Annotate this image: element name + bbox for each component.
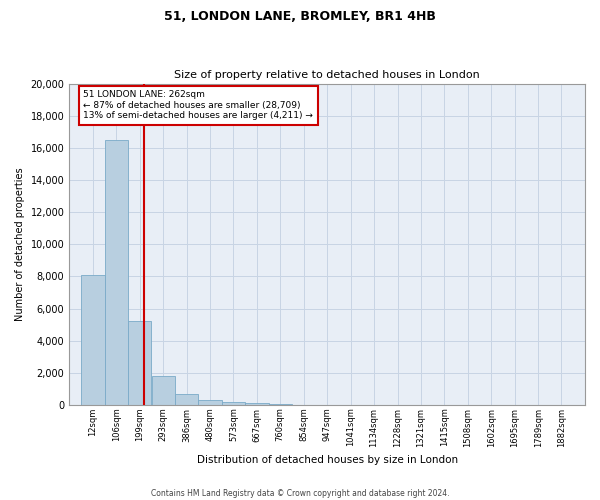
Bar — [245, 403, 269, 405]
Bar — [222, 402, 245, 405]
Text: 51 LONDON LANE: 262sqm
← 87% of detached houses are smaller (28,709)
13% of semi: 51 LONDON LANE: 262sqm ← 87% of detached… — [83, 90, 313, 120]
Bar — [105, 140, 128, 405]
Bar — [128, 320, 151, 405]
Bar — [81, 275, 104, 405]
Title: Size of property relative to detached houses in London: Size of property relative to detached ho… — [174, 70, 480, 81]
Bar — [199, 400, 222, 405]
Text: 51, LONDON LANE, BROMLEY, BR1 4HB: 51, LONDON LANE, BROMLEY, BR1 4HB — [164, 10, 436, 23]
X-axis label: Distribution of detached houses by size in London: Distribution of detached houses by size … — [197, 455, 458, 465]
Text: Contains HM Land Registry data © Crown copyright and database right 2024.: Contains HM Land Registry data © Crown c… — [151, 488, 449, 498]
Bar — [152, 376, 175, 405]
Bar — [269, 404, 292, 405]
Bar — [175, 394, 198, 405]
Y-axis label: Number of detached properties: Number of detached properties — [15, 168, 25, 321]
